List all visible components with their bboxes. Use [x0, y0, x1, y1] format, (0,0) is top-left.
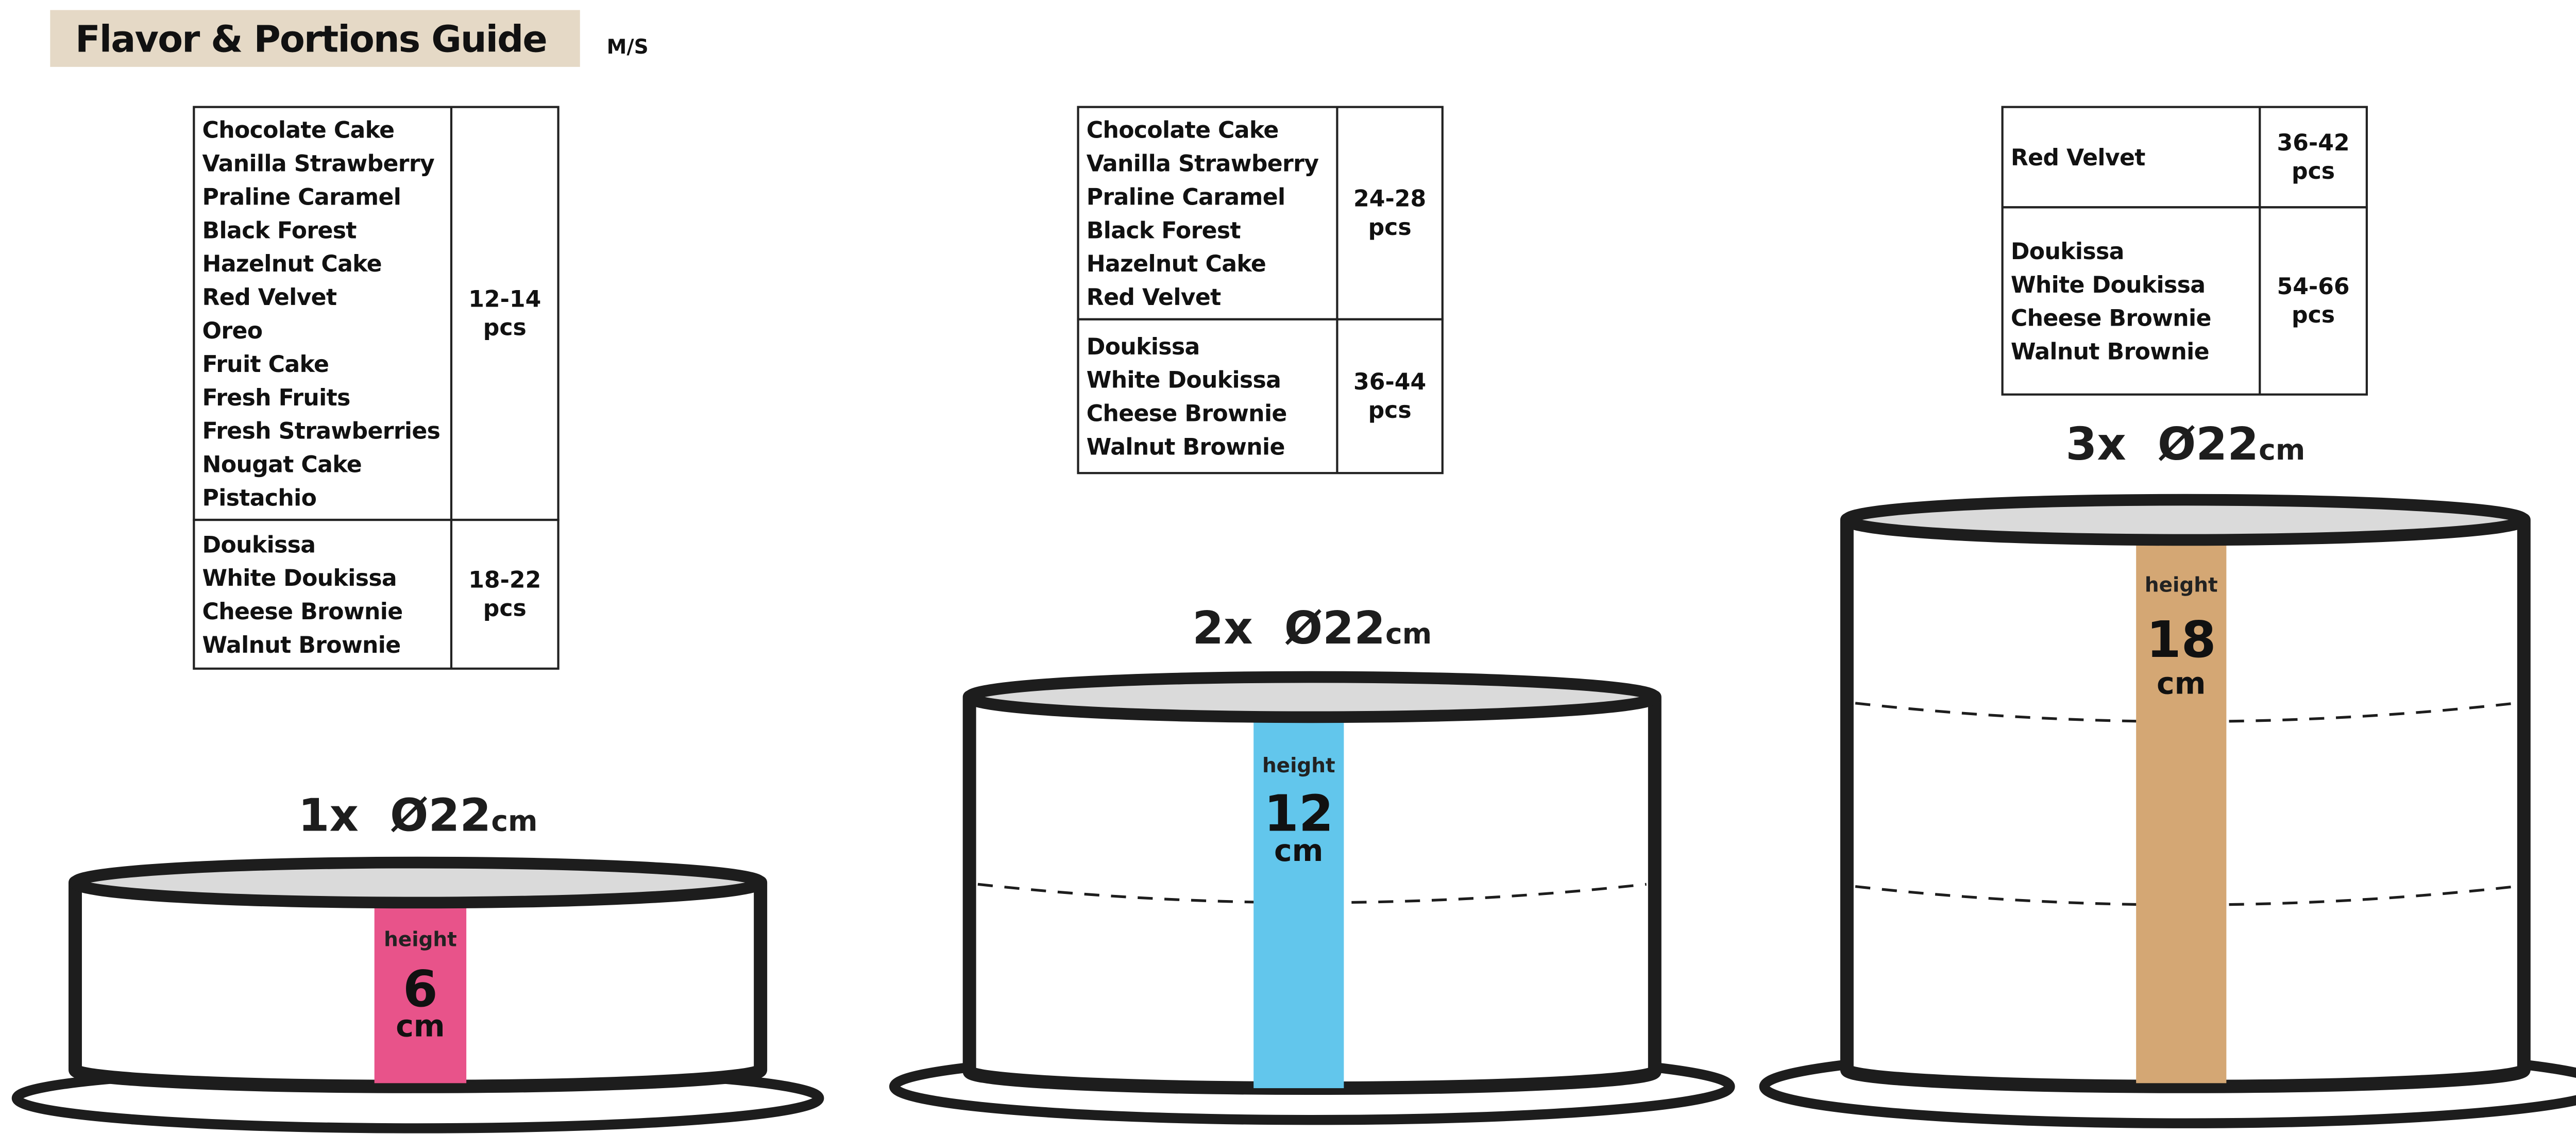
table-row	[193, 518, 560, 670]
height-band	[2136, 538, 2227, 1084]
cake-size: 2x Ø22	[1192, 602, 1385, 654]
portion-count: 24-28	[1353, 186, 1426, 212]
portion-unit: pcs	[483, 315, 527, 341]
table-row	[1077, 318, 1444, 475]
cake-size: 3x Ø22	[2065, 418, 2259, 470]
flavor-name: Cheese Brownie	[2011, 306, 2211, 332]
flavor-name: White Doukissa	[2011, 272, 2206, 298]
cake-top	[1841, 494, 2530, 546]
cake-top	[69, 856, 767, 909]
flavor-name: White Doukissa	[1087, 367, 1281, 394]
portion-unit: pcs	[2292, 158, 2335, 184]
flavor-name: Fruit Cake	[202, 351, 329, 378]
height-label: height	[1262, 754, 1335, 777]
flavor-name: Cheese Brownie	[1087, 401, 1287, 427]
flavor-name: Red Velvet	[1087, 284, 1221, 311]
flavor-name: Black Forest	[1087, 217, 1241, 244]
portion-count: 54-66	[2277, 274, 2350, 300]
height-label: height	[2145, 574, 2218, 597]
flavor-name: Red Velvet	[202, 284, 337, 311]
height-value: 6	[403, 960, 438, 1018]
portion-unit: pcs	[1368, 214, 1412, 241]
height-band	[374, 902, 467, 1084]
height-unit: cm	[2157, 666, 2206, 701]
flavor-name: Walnut Brownie	[202, 632, 401, 658]
flavor-name: Hazelnut Cake	[202, 251, 382, 277]
flavor-name: Praline Caramel	[202, 184, 401, 210]
cake-size-unit: cm	[1385, 618, 1432, 651]
flavor-name: Chocolate Cake	[1087, 117, 1279, 144]
portion-count: 18-22	[468, 567, 541, 593]
flavor-name: Cheese Brownie	[202, 599, 403, 625]
cake-size-label: 1x Ø22cm	[298, 789, 538, 841]
page-title: Flavor & Portions Guide	[75, 18, 547, 61]
height-label: height	[384, 928, 457, 951]
height-band	[1253, 722, 1344, 1089]
flavor-name: Vanilla Strawberry	[1087, 151, 1319, 177]
portion-table: Chocolate Cake Vanilla Strawberry Praline …	[1077, 106, 1444, 475]
flavor-name: Vanilla Strawberry	[202, 151, 435, 177]
flavor-name: Doukissa	[2011, 239, 2124, 265]
cake-size-label: 2x Ø22cm	[1192, 602, 1432, 654]
flavor-name: Doukissa	[202, 532, 316, 558]
height-unit: cm	[396, 1008, 445, 1043]
title-background	[50, 10, 580, 67]
cake-size-unit: cm	[491, 805, 537, 838]
flavor-name: Pistachio	[202, 485, 317, 511]
flavor-name: Nougat Cake	[202, 452, 362, 478]
portion-count: 12-14	[468, 286, 541, 312]
portion-count: 36-42	[2277, 130, 2350, 156]
cake-size-unit: cm	[2259, 434, 2305, 467]
flavor-name: White Doukissa	[202, 565, 397, 591]
page-subtitle: M/S	[607, 36, 649, 59]
flavor-name: Walnut Brownie	[2011, 339, 2209, 365]
table-row	[2001, 206, 2368, 396]
height-value: 12	[1264, 784, 1333, 842]
flavor-name: Hazelnut Cake	[1087, 251, 1266, 277]
portion-unit: pcs	[2292, 302, 2335, 328]
portion-count: 36-44	[1353, 369, 1426, 395]
flavor-name: Red Velvet	[2011, 145, 2145, 171]
flavor-name: Black Forest	[202, 217, 357, 244]
flavor-name: Oreo	[202, 318, 263, 344]
header: Flavor & Portions Guide M/S	[50, 10, 649, 67]
portion-unit: pcs	[483, 596, 527, 622]
cake-top	[963, 671, 1661, 723]
flavor-name: Doukissa	[1087, 334, 1200, 360]
height-unit: cm	[1274, 833, 1323, 868]
flavor-name: Chocolate Cake	[202, 117, 395, 144]
portion-table: Chocolate Cake Vanilla Strawberry Praline …	[193, 106, 560, 670]
cake-size-label: 3x Ø22cm	[2065, 418, 2305, 470]
height-value: 18	[2146, 611, 2216, 669]
flavor-name: Fresh Fruits	[202, 385, 350, 411]
portion-unit: pcs	[1368, 397, 1412, 424]
flavor-name: Fresh Strawberries	[202, 418, 440, 445]
flavor-name: Praline Caramel	[1087, 184, 1285, 210]
flavor-name: Walnut Brownie	[1087, 434, 1285, 460]
cake-size: 1x Ø22	[298, 789, 492, 841]
